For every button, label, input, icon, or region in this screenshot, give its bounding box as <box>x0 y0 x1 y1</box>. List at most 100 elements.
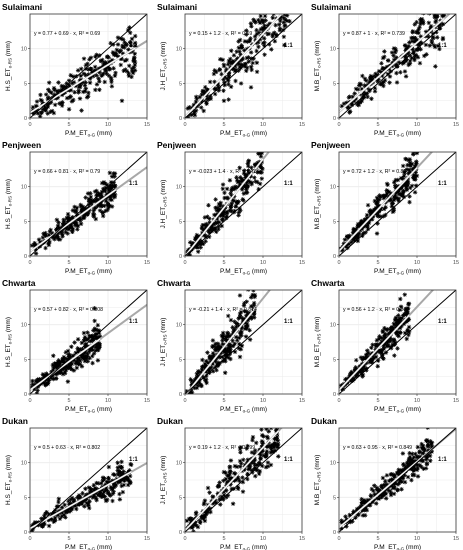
data-point-marker <box>383 496 389 501</box>
plot-border <box>29 289 148 395</box>
data-point-marker <box>37 244 43 249</box>
data-point-marker <box>393 315 399 320</box>
data-point-marker <box>261 453 267 458</box>
data-point-marker <box>233 477 239 483</box>
data-point-marker <box>231 343 236 349</box>
data-point-marker <box>90 495 96 500</box>
data-point-marker <box>433 18 439 24</box>
data-point-marker <box>126 47 131 52</box>
data-point-marker <box>212 79 217 85</box>
data-point-marker <box>51 353 56 358</box>
data-point-marker <box>237 458 243 464</box>
data-point-marker <box>396 60 402 65</box>
data-point-marker <box>91 351 97 356</box>
data-point-marker <box>62 369 68 375</box>
data-point-marker <box>217 203 223 209</box>
data-point-marker <box>86 90 91 96</box>
data-point-marker <box>54 88 60 94</box>
data-point-marker <box>94 188 99 194</box>
data-point-marker <box>57 237 63 242</box>
data-point-marker <box>219 333 224 339</box>
data-point-marker <box>343 243 348 249</box>
data-point-marker <box>435 43 441 48</box>
data-point-marker <box>83 62 89 68</box>
regression-equation: y = 0.72 + 1.2 · x, R² = 0.836 <box>343 169 409 175</box>
data-point-marker <box>428 458 433 463</box>
data-point-marker <box>374 211 379 216</box>
data-point-marker <box>418 47 423 52</box>
data-point-marker <box>383 193 389 198</box>
data-point-marker <box>362 83 367 88</box>
data-point-marker <box>260 441 265 446</box>
data-point-marker <box>253 20 258 25</box>
data-point-marker <box>194 371 200 376</box>
data-point-marker <box>354 357 359 363</box>
data-point-marker <box>38 97 43 103</box>
y-tick-label: 10 <box>330 47 336 53</box>
data-point-marker <box>82 349 87 355</box>
data-point-marker <box>54 364 59 370</box>
data-point-marker <box>213 205 218 211</box>
data-point-marker <box>201 108 206 114</box>
data-point-marker <box>111 194 116 199</box>
data-point-marker <box>374 338 380 343</box>
data-point-marker <box>272 30 277 35</box>
data-point-marker <box>259 444 265 449</box>
data-point-marker <box>379 351 385 356</box>
data-point-marker <box>353 234 359 239</box>
data-point-marker <box>225 346 230 351</box>
data-point-marker <box>72 90 77 95</box>
data-point-marker <box>69 367 74 372</box>
data-point-marker <box>395 470 401 476</box>
data-point-marker <box>240 185 245 190</box>
data-point-marker <box>188 377 193 382</box>
data-point-marker <box>367 80 372 85</box>
data-point-marker <box>392 484 397 490</box>
data-point-marker <box>249 303 254 309</box>
data-point-marker <box>281 34 287 40</box>
data-point-marker <box>99 180 105 186</box>
data-point-marker <box>288 9 292 13</box>
x-tick-label: 5 <box>376 260 379 266</box>
data-point-marker <box>200 89 206 95</box>
data-point-marker <box>82 504 87 509</box>
data-point-marker <box>191 516 197 522</box>
data-point-marker <box>245 39 250 44</box>
data-point-marker <box>198 99 204 104</box>
x-tick-label: 0 <box>183 398 186 404</box>
one-to-one-label: 1:1 <box>284 181 293 187</box>
data-point-marker <box>91 198 96 204</box>
data-point-marker <box>204 101 209 106</box>
data-point-marker <box>237 311 243 317</box>
data-point-marker <box>339 518 344 523</box>
data-point-marker <box>61 354 67 360</box>
data-point-marker <box>76 88 81 93</box>
data-point-marker <box>63 515 68 520</box>
data-point-marker <box>410 166 415 172</box>
data-point-marker <box>75 68 81 73</box>
data-point-marker <box>407 450 412 456</box>
data-point-marker <box>109 479 114 484</box>
data-point-marker <box>85 351 90 357</box>
y-tick-label: 0 <box>179 392 182 398</box>
data-point-marker <box>78 81 84 86</box>
data-point-marker <box>97 334 103 339</box>
data-point-marker <box>104 182 110 187</box>
x-tick-label: 10 <box>105 260 111 266</box>
data-point-marker <box>109 77 114 82</box>
data-point-marker <box>411 50 416 56</box>
data-point-marker <box>126 478 131 483</box>
data-point-marker <box>94 73 99 78</box>
data-point-marker <box>429 449 434 454</box>
data-point-marker <box>274 436 279 441</box>
data-point-marker <box>276 454 281 459</box>
data-point-marker <box>53 376 59 381</box>
data-point-marker <box>199 367 205 372</box>
data-point-marker <box>90 490 95 495</box>
data-point-marker <box>373 74 378 79</box>
data-point-marker <box>414 467 420 473</box>
data-point-marker <box>75 227 80 232</box>
data-point-marker <box>210 344 215 350</box>
regression-equation: y = -0.023 + 1.4 · x, R² = 0.786 <box>189 169 260 175</box>
